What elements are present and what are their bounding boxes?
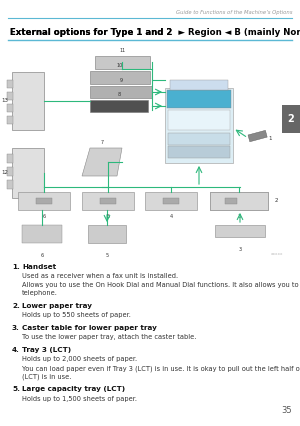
Text: To use the lower paper tray, attach the caster table.: To use the lower paper tray, attach the … <box>22 334 197 340</box>
Bar <box>7 104 13 112</box>
Text: 13: 13 <box>1 98 8 104</box>
Text: 1.: 1. <box>12 264 20 270</box>
Text: 7: 7 <box>100 140 103 145</box>
Bar <box>225 198 237 204</box>
Text: telephone.: telephone. <box>22 291 58 296</box>
Bar <box>168 133 230 145</box>
Bar <box>7 167 13 176</box>
Text: Guide to Functions of the Machine’s Options: Guide to Functions of the Machine’s Opti… <box>176 10 292 15</box>
Text: 9: 9 <box>119 78 122 83</box>
Text: 4: 4 <box>169 214 172 219</box>
Text: Holds up to 550 sheets of paper.: Holds up to 550 sheets of paper. <box>22 313 131 319</box>
Bar <box>7 180 13 189</box>
Bar <box>90 86 152 98</box>
Text: 35: 35 <box>281 406 292 415</box>
Text: Tray 3 (LCT): Tray 3 (LCT) <box>22 347 71 353</box>
Text: You can load paper even if Tray 3 (LCT) is in use. It is okay to pull out the le: You can load paper even if Tray 3 (LCT) … <box>22 365 300 371</box>
Text: 2: 2 <box>288 114 294 124</box>
Bar <box>168 110 230 130</box>
Text: 6: 6 <box>40 253 43 258</box>
Text: Caster table for lower paper tray: Caster table for lower paper tray <box>22 325 157 331</box>
Bar <box>282 105 300 133</box>
Text: Handset: Handset <box>22 264 56 270</box>
Bar <box>145 192 197 210</box>
Bar <box>167 90 231 108</box>
Bar <box>163 198 179 204</box>
Text: Allows you to use the On Hook Dial and Manual Dial functions. It also allows you: Allows you to use the On Hook Dial and M… <box>22 282 300 288</box>
Text: 1: 1 <box>268 135 272 141</box>
Text: 6: 6 <box>42 214 46 219</box>
Text: (LCT) is in use.: (LCT) is in use. <box>22 374 71 380</box>
Text: 2.: 2. <box>12 303 20 309</box>
Text: Holds up to 1,500 sheets of paper.: Holds up to 1,500 sheets of paper. <box>22 395 137 401</box>
Text: Lower paper tray: Lower paper tray <box>22 303 92 309</box>
Bar <box>7 154 13 163</box>
Bar <box>12 148 44 198</box>
Bar <box>95 56 150 69</box>
Text: Large capacity tray (LCT): Large capacity tray (LCT) <box>22 386 125 392</box>
Text: 3: 3 <box>237 214 241 219</box>
Text: 2: 2 <box>275 199 278 204</box>
Bar <box>22 225 62 243</box>
Bar <box>215 225 265 237</box>
Text: 10: 10 <box>117 63 123 68</box>
Bar <box>12 72 44 130</box>
Text: 3.: 3. <box>12 325 20 331</box>
Bar <box>210 192 268 210</box>
Text: 8: 8 <box>117 92 121 97</box>
Bar <box>248 130 267 142</box>
Bar <box>231 198 247 204</box>
Bar <box>18 192 70 210</box>
Text: 4.: 4. <box>12 347 20 353</box>
Bar <box>88 225 126 243</box>
Text: External options for Type 1 and 2  ► Region ◄ B (mainly North America): External options for Type 1 and 2 ► Regi… <box>10 28 300 37</box>
Bar <box>165 88 233 163</box>
Text: Holds up to 2,000 sheets of paper.: Holds up to 2,000 sheets of paper. <box>22 357 137 363</box>
Bar <box>100 198 116 204</box>
Bar <box>90 71 150 84</box>
Text: 12: 12 <box>1 170 8 176</box>
Text: 5: 5 <box>105 253 109 258</box>
Text: 3: 3 <box>238 247 242 252</box>
Bar <box>82 192 134 210</box>
Text: Used as a receiver when a fax unit is installed.: Used as a receiver when a fax unit is in… <box>22 273 178 279</box>
Bar <box>170 80 228 90</box>
Bar <box>7 116 13 124</box>
Text: xxxxx: xxxxx <box>271 252 283 256</box>
Bar <box>168 146 230 158</box>
Bar <box>36 198 52 204</box>
Bar <box>210 192 268 210</box>
Text: 5.: 5. <box>12 386 20 392</box>
Bar <box>7 80 13 88</box>
Text: 11: 11 <box>119 48 126 53</box>
Bar <box>7 92 13 100</box>
Polygon shape <box>82 148 122 176</box>
Bar <box>90 100 148 112</box>
Text: 5: 5 <box>106 214 110 219</box>
Text: External options for Type 1 and 2: External options for Type 1 and 2 <box>10 28 176 37</box>
